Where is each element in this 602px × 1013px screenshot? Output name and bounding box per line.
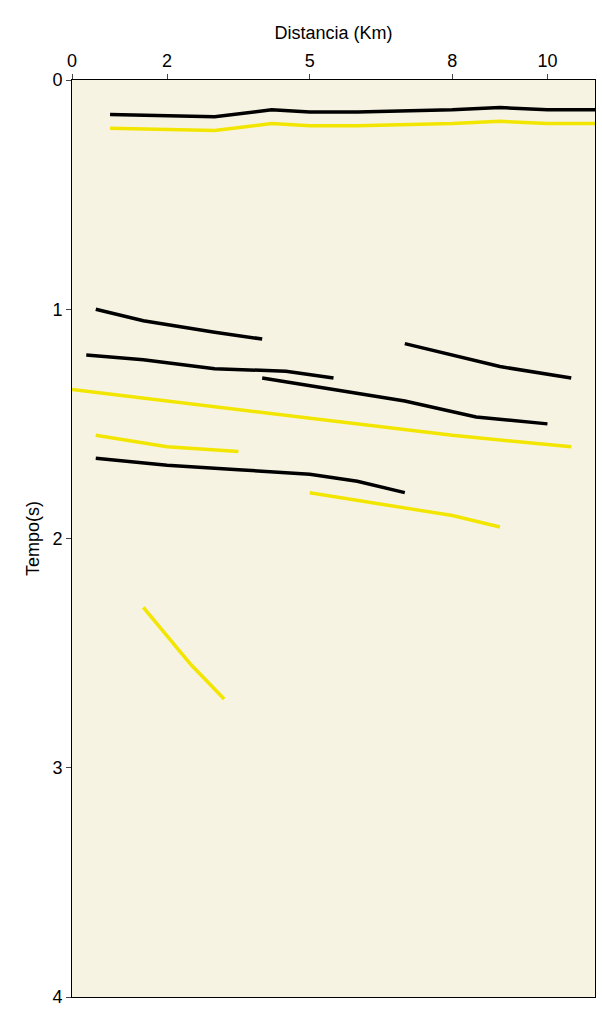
- svg-text:4: 4: [52, 987, 62, 1007]
- svg-text:5: 5: [305, 51, 315, 71]
- svg-text:2: 2: [52, 529, 62, 549]
- svg-text:0: 0: [52, 70, 62, 90]
- svg-text:10: 10: [537, 51, 557, 71]
- svg-text:0: 0: [67, 51, 77, 71]
- svg-text:2: 2: [162, 51, 172, 71]
- svg-text:Distancia (Km): Distancia (Km): [274, 23, 392, 43]
- svg-text:1: 1: [52, 300, 62, 320]
- svg-text:8: 8: [447, 51, 457, 71]
- svg-text:Tempo(s): Tempo(s): [23, 501, 43, 576]
- svg-text:3: 3: [52, 758, 62, 778]
